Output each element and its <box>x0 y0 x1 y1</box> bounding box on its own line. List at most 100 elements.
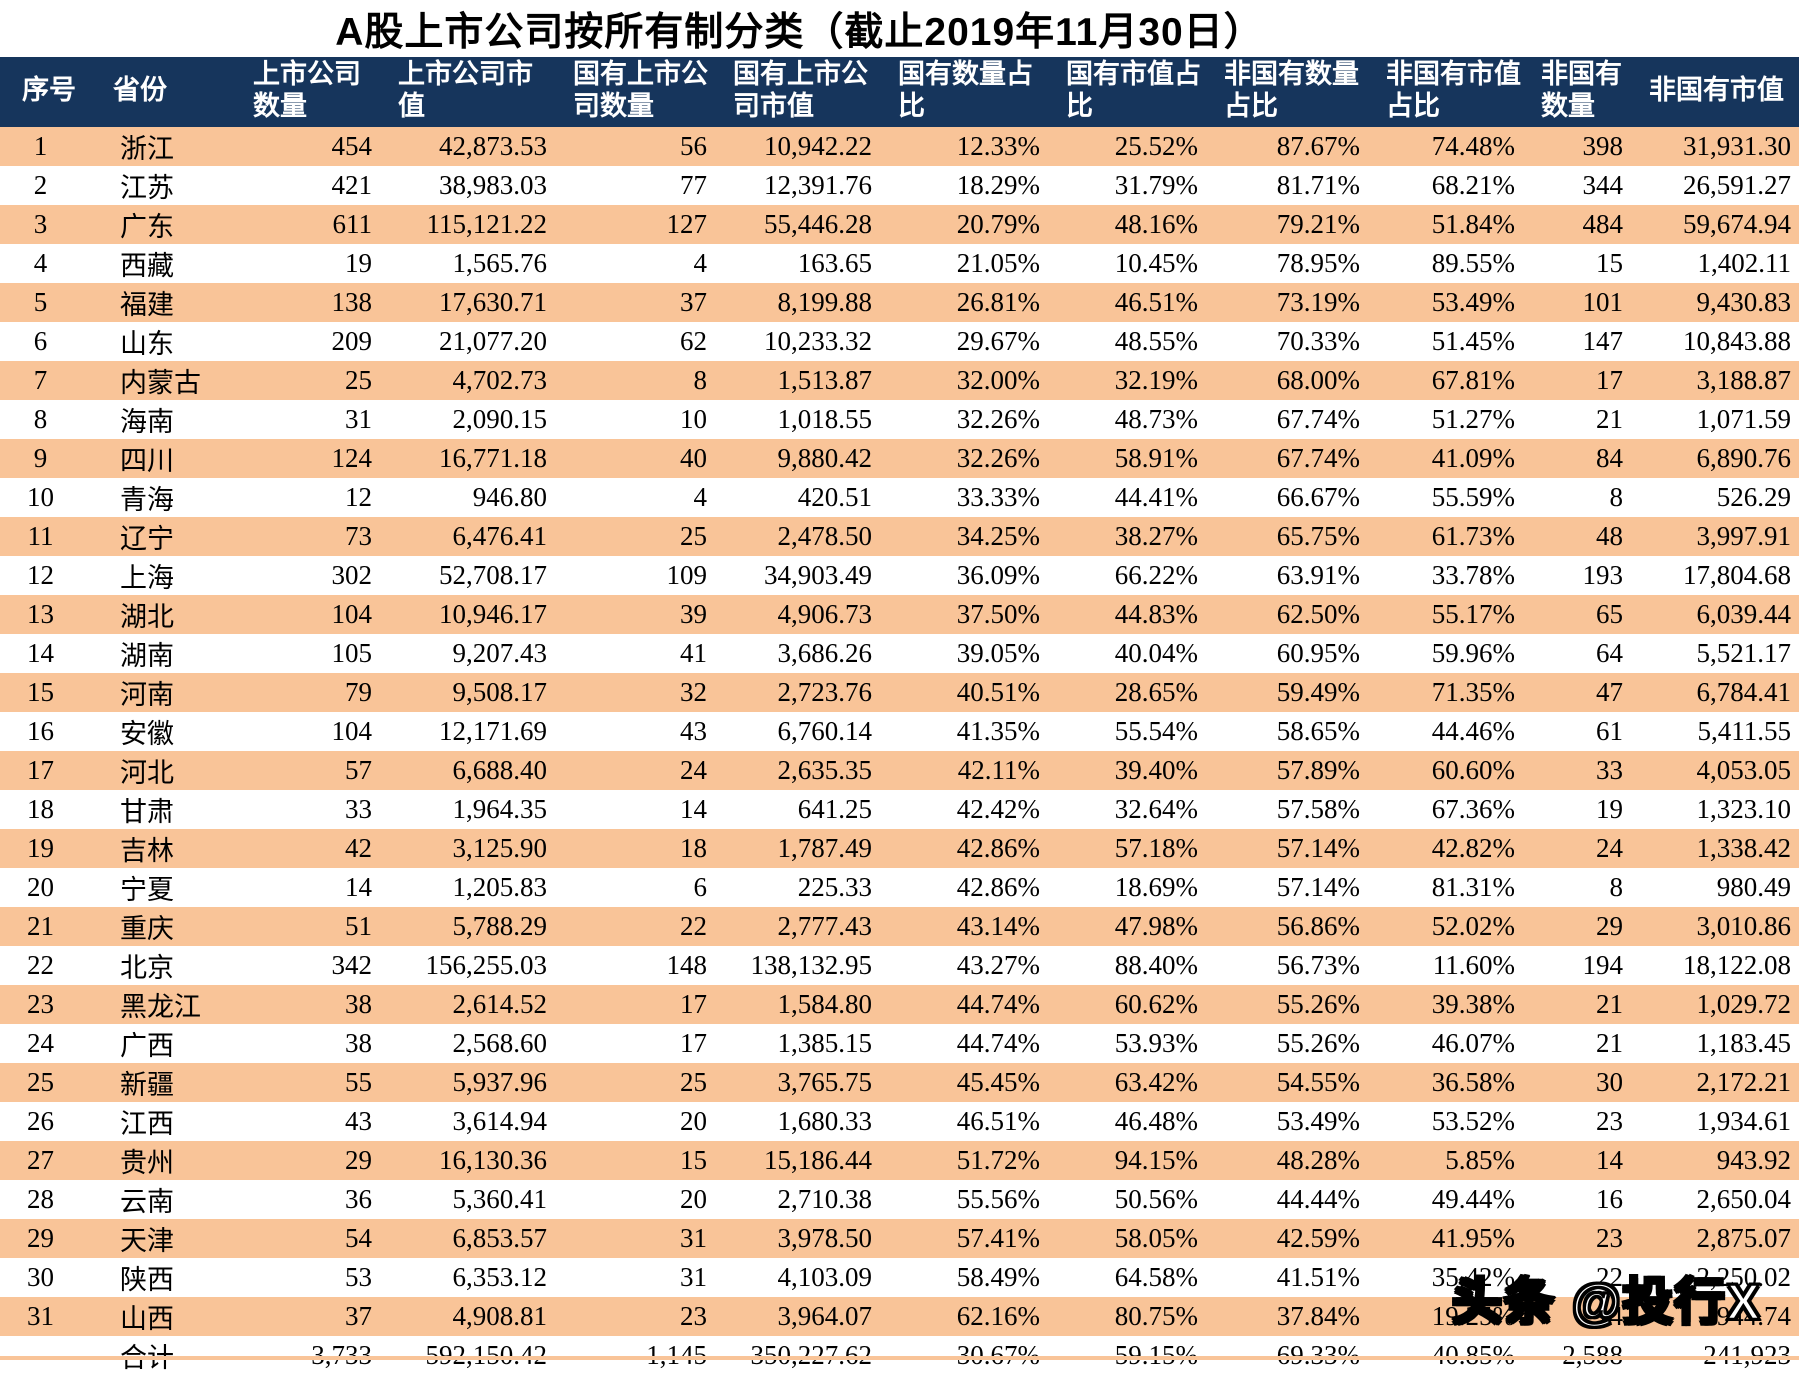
listed-mktcap: 115,121.22 <box>426 208 548 239</box>
soe-count-pct: 36.09% <box>956 559 1040 590</box>
soe-mktcap: 420.51 <box>797 481 872 512</box>
nonsoe-mktcap-pct: 55.59% <box>1431 481 1515 512</box>
nonsoe-mktcap: 1,029.72 <box>1696 988 1792 1019</box>
listed-count: 79 <box>345 676 372 707</box>
nonsoe-count-pct: 56.86% <box>1276 910 1360 941</box>
nonsoe-count-pct: 73.19% <box>1276 286 1360 317</box>
table-row: 7 内蒙古 25 4,702.73 8 1,513.87 32.00% 32.19% 68.00… <box>0 360 1799 400</box>
table-row: 18 甘肃 33 1,964.35 14 641.25 42.42% 32.64% 57.58%… <box>0 790 1799 829</box>
nonsoe-mktcap: 17,804.68 <box>1683 559 1791 590</box>
listed-mktcap: 5,788.29 <box>452 910 548 941</box>
table-row: 17 河北 57 6,688.40 24 2,635.35 42.11% 39.40% 57.8… <box>0 750 1799 790</box>
nonsoe-mktcap-pct: 68.21% <box>1431 169 1515 200</box>
nonsoe-mktcap-pct: 55.17% <box>1431 598 1515 629</box>
soe-mktcap: 10,942.22 <box>764 130 872 161</box>
soe-count-pct: 51.72% <box>956 1144 1040 1175</box>
table-row: 11 辽宁 73 6,476.41 25 2,478.50 34.25% 38.27% 65.7… <box>0 516 1799 556</box>
listed-count: 611 <box>332 208 373 239</box>
soe-count-pct: 37.50% <box>956 598 1040 629</box>
row-index: 2 <box>33 169 48 200</box>
soe-count-pct: 21.05% <box>956 247 1040 278</box>
province-name: 宁夏 <box>120 874 174 905</box>
col-header-nonsoe-mktcap: 非国有市值 <box>1631 57 1799 127</box>
nonsoe-count: 16 <box>1596 1183 1623 1214</box>
nonsoe-count-pct: 56.73% <box>1276 949 1360 980</box>
row-index: 31 <box>27 1300 54 1331</box>
province-name: 福建 <box>120 289 174 320</box>
listed-mktcap: 1,964.35 <box>452 793 548 824</box>
soe-count-pct: 34.25% <box>956 520 1040 551</box>
listed-count: 19 <box>345 247 372 278</box>
nonsoe-count-pct: 81.71% <box>1276 169 1360 200</box>
soe-mktcap: 34,903.49 <box>764 559 872 590</box>
soe-mktcap-pct: 66.22% <box>1114 559 1198 590</box>
row-index: 24 <box>27 1027 54 1058</box>
nonsoe-count: 344 <box>1582 169 1624 200</box>
nonsoe-mktcap: 980.49 <box>1716 871 1791 902</box>
nonsoe-mktcap-pct: 60.60% <box>1431 754 1515 785</box>
row-index: 30 <box>27 1261 54 1292</box>
row-index: 18 <box>27 793 54 824</box>
listed-mktcap: 12,171.69 <box>439 715 547 746</box>
table-row: 13 湖北 104 10,946.17 39 4,906.73 37.50% 44.83% 62… <box>0 594 1799 634</box>
soe-count-pct: 62.16% <box>956 1300 1040 1331</box>
row-index: 9 <box>33 442 48 473</box>
row-index: 25 <box>27 1066 54 1097</box>
soe-mktcap: 3,978.50 <box>777 1222 873 1253</box>
table-row: 27 贵州 29 16,130.36 15 15,186.44 51.72% 94.15% 48… <box>0 1140 1799 1180</box>
nonsoe-count: 21 <box>1596 1027 1623 1058</box>
listed-mktcap: 1,565.76 <box>452 247 548 278</box>
soe-mktcap-pct: 48.16% <box>1114 208 1198 239</box>
soe-mktcap-pct: 46.51% <box>1114 286 1198 317</box>
nonsoe-mktcap-pct: 5.85% <box>1445 1144 1515 1175</box>
nonsoe-mktcap: 943.92 <box>1716 1144 1791 1175</box>
listed-count: 57 <box>345 754 372 785</box>
nonsoe-mktcap-pct: 39.38% <box>1431 988 1515 1019</box>
nonsoe-count-pct: 78.95% <box>1276 247 1360 278</box>
nonsoe-count: 484 <box>1582 208 1624 239</box>
nonsoe-mktcap-pct: 53.49% <box>1431 286 1515 317</box>
soe-mktcap: 3,964.07 <box>777 1300 873 1331</box>
soe-count: 37 <box>680 286 707 317</box>
soe-count: 56 <box>680 130 707 161</box>
listed-count: 209 <box>331 325 373 356</box>
listed-count: 138 <box>331 286 373 317</box>
nonsoe-count-pct: 62.50% <box>1276 598 1360 629</box>
nonsoe-mktcap: 10,843.88 <box>1683 325 1791 356</box>
table-row: 19 吉林 42 3,125.90 18 1,787.49 42.86% 57.18% 57.1… <box>0 828 1799 868</box>
soe-mktcap: 163.65 <box>797 247 872 278</box>
listed-mktcap: 4,702.73 <box>452 364 548 395</box>
listed-mktcap: 9,508.17 <box>452 676 548 707</box>
nonsoe-mktcap-pct: 51.84% <box>1431 208 1515 239</box>
nonsoe-count-pct: 48.28% <box>1276 1144 1360 1175</box>
nonsoe-mktcap: 2,172.21 <box>1696 1066 1792 1097</box>
soe-count-pct: 43.14% <box>956 910 1040 941</box>
listed-count: 302 <box>331 559 373 590</box>
nonsoe-mktcap: 6,890.76 <box>1696 442 1792 473</box>
nonsoe-count: 147 <box>1582 325 1624 356</box>
listed-count: 36 <box>345 1183 372 1214</box>
soe-mktcap: 1,513.87 <box>777 364 873 395</box>
nonsoe-count: 23 <box>1596 1105 1623 1136</box>
row-index: 1 <box>33 130 48 161</box>
soe-mktcap: 55,446.28 <box>764 208 872 239</box>
soe-count: 40 <box>680 442 707 473</box>
soe-count-pct: 42.86% <box>956 832 1040 863</box>
listed-mktcap: 16,771.18 <box>439 442 547 473</box>
listed-mktcap: 17,630.71 <box>439 286 547 317</box>
nonsoe-mktcap: 526.29 <box>1716 481 1791 512</box>
row-index: 14 <box>27 637 54 668</box>
province-name: 湖北 <box>120 601 174 632</box>
nonsoe-count: 65 <box>1596 598 1623 629</box>
nonsoe-count: 22 <box>1596 1261 1623 1292</box>
province-name: 青海 <box>120 484 174 515</box>
nonsoe-mktcap: 6,784.41 <box>1696 676 1792 707</box>
table-row: 31 山西 37 4,908.81 23 3,964.07 62.16% 80.75% 37.8… <box>0 1296 1799 1336</box>
table-row: 4 西藏 19 1,565.76 4 163.65 21.05% 10.45% 78.95% 89… <box>0 244 1799 283</box>
province-name: 广东 <box>120 211 174 242</box>
listed-mktcap: 6,476.41 <box>452 520 548 551</box>
nonsoe-count: 48 <box>1596 520 1623 551</box>
listed-count: 43 <box>345 1105 372 1136</box>
listed-count: 104 <box>331 715 373 746</box>
nonsoe-mktcap-pct: 33.78% <box>1431 559 1515 590</box>
